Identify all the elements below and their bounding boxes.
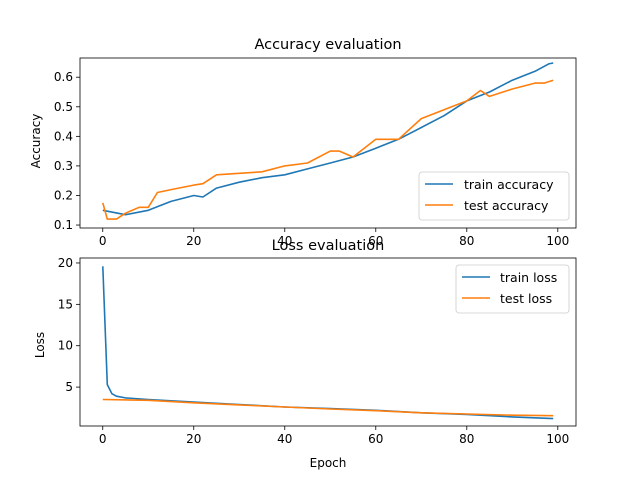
accuracy-legend-box: [418, 171, 570, 221]
loss-y-tick-label: 10: [58, 339, 73, 353]
legend-label-test-accuracy: test accuracy: [464, 198, 549, 213]
loss-x-tick-label: 80: [459, 432, 474, 446]
accuracy-y-tick-label: 0.2: [54, 188, 73, 202]
loss-x-tick-label: 60: [368, 432, 383, 446]
legend-label-test-loss: test loss: [500, 291, 552, 306]
loss-panel: Loss evaluation Loss Epoch 0 20 40 60 80 100 5…: [33, 238, 577, 470]
accuracy-plot-area: 0 20 40 60 80 100 0.1 0.2 0.3 0.4 0.5 0.6: [54, 62, 569, 248]
loss-axes-frame: [79, 257, 577, 427]
loss-y-axis-label: Loss: [33, 332, 47, 358]
loss-x-axis-label: Epoch: [310, 456, 347, 470]
loss-legend: train loss test loss: [455, 264, 570, 314]
legend-label-train-accuracy: train accuracy: [464, 177, 554, 192]
accuracy-y-tick-label: 0.4: [54, 129, 73, 143]
legend-label-train-loss: train loss: [500, 270, 557, 285]
accuracy-chart-title: Accuracy evaluation: [254, 37, 401, 53]
loss-x-tick-label: 20: [186, 432, 201, 446]
series-line-test-accuracy: [102, 79, 554, 220]
loss-y-tick-label: 15: [58, 297, 73, 311]
accuracy-x-tick-label: 20: [186, 234, 201, 248]
accuracy-y-tick-label: 0.3: [54, 159, 73, 173]
accuracy-legend: train accuracy test accuracy: [418, 171, 570, 221]
accuracy-y-tick-label: 0.6: [54, 70, 73, 84]
series-line-train-accuracy: [102, 62, 554, 216]
loss-plot-area: 0 20 40 60 80 100 5 10 15 20: [58, 256, 570, 446]
loss-x-tick-label: 0: [99, 432, 107, 446]
accuracy-x-tick-label: 100: [546, 234, 569, 248]
loss-x-tick-label: 40: [277, 432, 292, 446]
accuracy-axes-frame: [79, 57, 577, 229]
accuracy-x-tick-label: 40: [277, 234, 292, 248]
loss-y-tick-label: 20: [58, 256, 73, 270]
loss-chart-title: Loss evaluation: [272, 238, 385, 254]
accuracy-x-tick-label: 60: [368, 234, 383, 248]
accuracy-panel: Accuracy evaluation Accuracy 0 20 40 60 80 10…: [29, 37, 577, 248]
accuracy-x-tick-label: 0: [99, 234, 107, 248]
series-line-test-loss: [102, 398, 554, 417]
accuracy-y-axis-label: Accuracy: [29, 114, 43, 169]
accuracy-y-tick-label: 0.1: [54, 218, 73, 232]
accuracy-y-tick-label: 0.5: [54, 100, 73, 114]
loss-x-tick-label: 100: [546, 432, 569, 446]
accuracy-x-tick-label: 80: [459, 234, 474, 248]
loss-y-tick-label: 5: [65, 380, 73, 394]
